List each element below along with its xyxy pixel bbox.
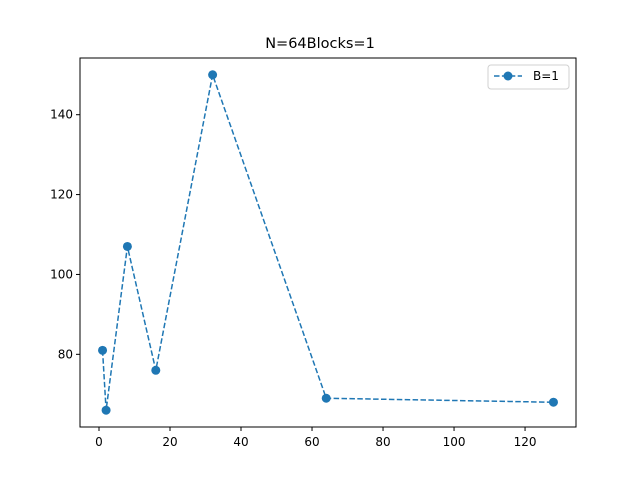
y-tick-label: 100 bbox=[50, 267, 73, 281]
chart-title: N=64Blocks=1 bbox=[265, 36, 375, 52]
x-tick-label: 60 bbox=[304, 435, 319, 449]
legend: B=1 bbox=[487, 64, 570, 90]
x-tick-label: 20 bbox=[162, 435, 177, 449]
y-axis-ticks: 80 100 120 140 bbox=[50, 108, 80, 361]
x-axis-ticks: 0 20 40 60 80 100 120 bbox=[95, 427, 537, 449]
data-point bbox=[122, 241, 132, 251]
x-tick-label: 0 bbox=[95, 435, 103, 449]
y-tick-label: 80 bbox=[58, 347, 73, 361]
series-line bbox=[101, 71, 554, 411]
data-point bbox=[98, 345, 108, 355]
data-point bbox=[321, 393, 331, 403]
data-point bbox=[151, 365, 161, 375]
x-tick-label: 80 bbox=[375, 435, 390, 449]
legend-marker bbox=[503, 71, 513, 81]
data-point bbox=[101, 405, 111, 415]
y-tick-label: 140 bbox=[50, 108, 73, 122]
data-point bbox=[548, 397, 558, 407]
x-tick-label: 100 bbox=[443, 435, 466, 449]
x-tick-label: 120 bbox=[514, 435, 537, 449]
y-tick-label: 120 bbox=[50, 188, 73, 202]
legend-entry-label: B=1 bbox=[533, 69, 559, 83]
axes bbox=[79, 57, 577, 428]
x-tick-label: 40 bbox=[233, 435, 248, 449]
legend-box bbox=[487, 64, 570, 90]
plot-frame bbox=[79, 57, 577, 428]
data-point bbox=[208, 70, 218, 80]
series-group bbox=[98, 70, 558, 415]
